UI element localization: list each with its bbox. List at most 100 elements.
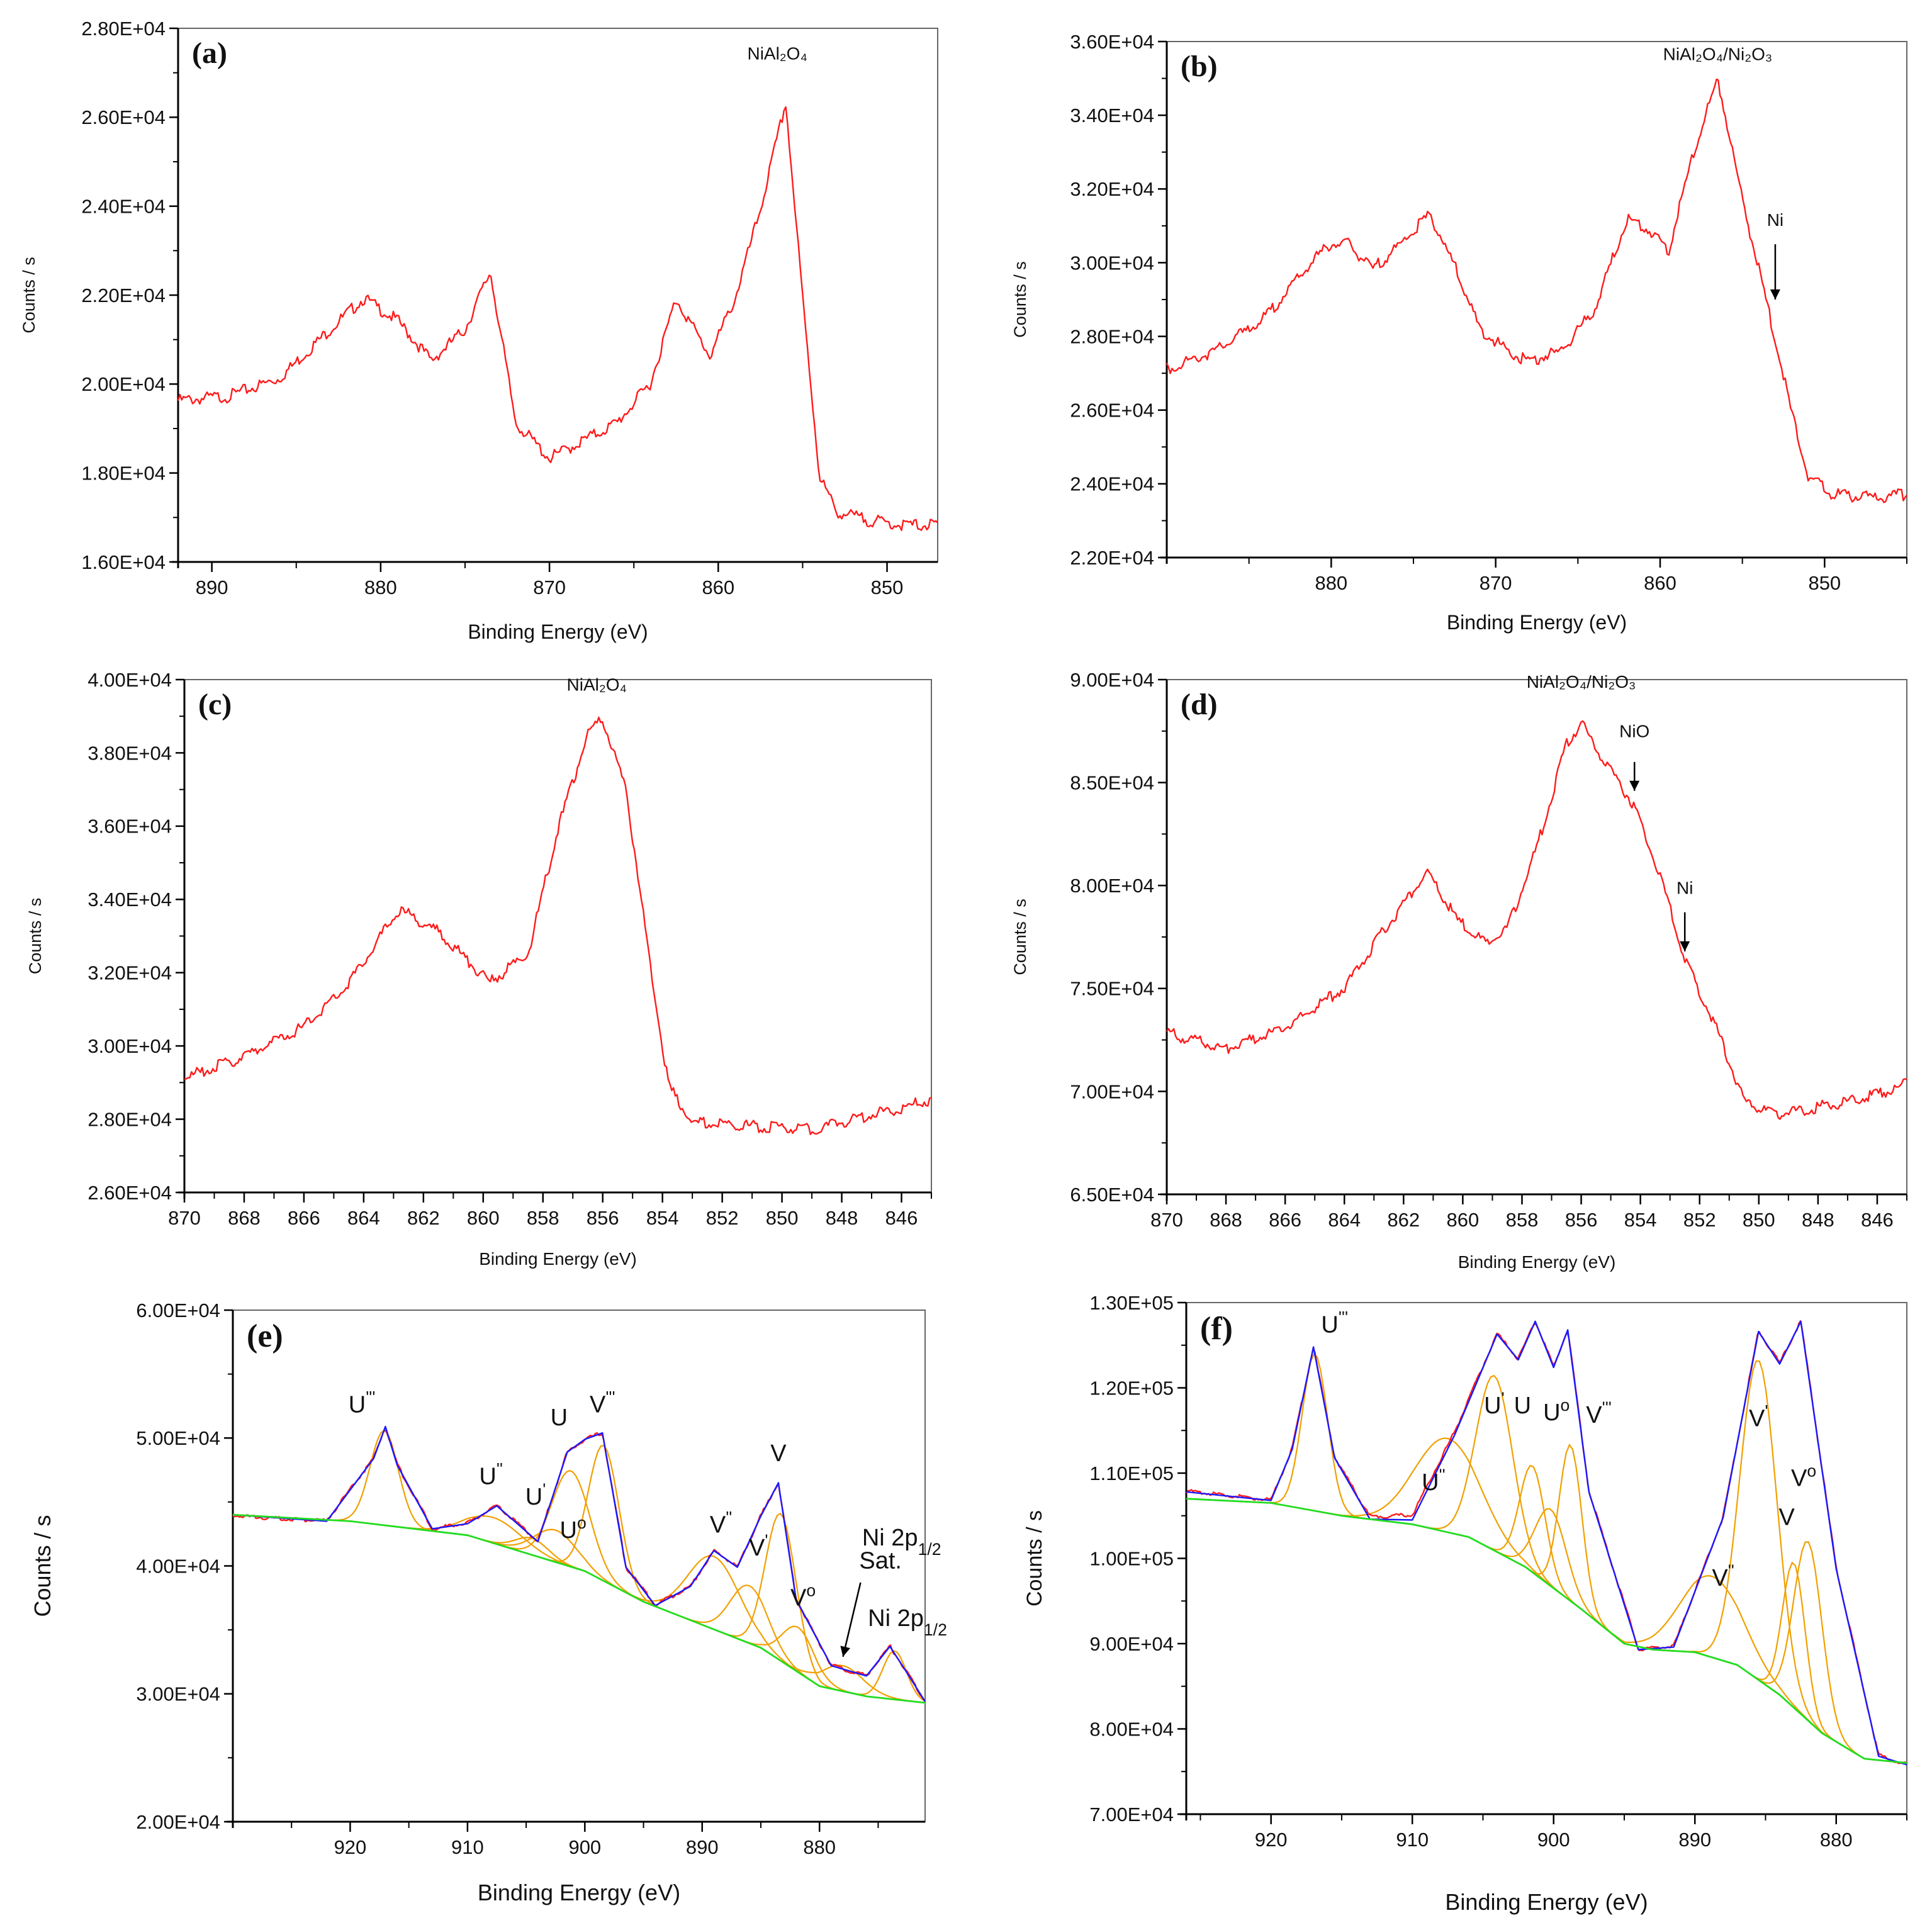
y-tick-label: 7.00E+04 [1070, 1080, 1154, 1102]
arrow-head [1680, 941, 1690, 951]
y-tick-label: 1.10E+05 [1089, 1462, 1174, 1484]
x-tick-label: 848 [1802, 1209, 1834, 1231]
x-tick-label: 852 [706, 1207, 739, 1229]
peak-annotation: V' [749, 1531, 768, 1561]
peak-annotation: Vo [790, 1581, 816, 1612]
component-peak [232, 1514, 926, 1704]
x-tick-label: 870 [1150, 1209, 1183, 1231]
x-tick-label: 856 [587, 1207, 619, 1229]
x-axis-title: Binding Energy (eV) [478, 1880, 680, 1905]
y-tick-label: 2.00E+04 [81, 373, 166, 395]
spectrum-line [177, 106, 938, 531]
x-tick-label: 910 [451, 1836, 484, 1858]
component-peak [1186, 1464, 1907, 1764]
x-tick-label: 862 [407, 1207, 440, 1229]
peak-annotation: V''' [1586, 1398, 1612, 1428]
spectrum-line [1186, 1320, 1907, 1764]
y-axis-title: Counts / s [1023, 1510, 1047, 1607]
x-tick-label: 910 [1396, 1829, 1429, 1851]
x-tick-label: 880 [803, 1836, 836, 1858]
y-axis-title: Counts / s [1011, 261, 1030, 338]
peak-annotation: U'' [479, 1459, 503, 1489]
x-tick-label: 846 [885, 1207, 918, 1229]
y-tick-label: 5.00E+04 [136, 1427, 220, 1449]
x-tick-label: 858 [1506, 1209, 1539, 1231]
peak-annotation: U [551, 1405, 568, 1431]
x-tick-label: 850 [1808, 572, 1841, 594]
plot-frame [1166, 41, 1907, 558]
spectrum-line [1166, 720, 1907, 1120]
peak-annotation: Uo [560, 1513, 587, 1544]
y-tick-label: 6.50E+04 [1070, 1184, 1154, 1206]
chart-panel-a: 1.60E+04 1.80E+04 2.00E+04 2.20E+04 2.40E+04… [20, 18, 938, 643]
x-tick-label: 880 [1820, 1829, 1853, 1851]
y-tick-label: 3.40E+04 [87, 889, 172, 911]
x-tick-label: 868 [1210, 1209, 1242, 1231]
x-tick-label: 846 [1861, 1209, 1894, 1231]
x-tick-label: 860 [1447, 1209, 1480, 1231]
x-tick-label: 920 [1255, 1829, 1288, 1851]
x-axis-title: Binding Energy (eV) [479, 1249, 637, 1269]
peak-annotation: NiAl₂O₄/Ni₂O₃ [1663, 44, 1773, 64]
component-peak [232, 1514, 926, 1704]
component-peak [232, 1469, 926, 1704]
x-tick-label: 890 [196, 576, 228, 598]
y-axis-title: Counts / s [20, 257, 38, 334]
arrow-shaft [842, 1582, 862, 1657]
y-tick-label: 3.20E+04 [87, 962, 172, 984]
component-peak [232, 1514, 926, 1702]
y-tick-label: 1.30E+05 [1089, 1292, 1174, 1314]
y-tick-label: 3.00E+04 [87, 1035, 172, 1057]
y-axis-title: Counts / s [1011, 899, 1030, 975]
spectrum-line [1165, 78, 1907, 503]
y-tick-label: 8.50E+04 [1070, 771, 1154, 794]
chart-panel-c: 2.60E+04 2.80E+04 3.00E+04 3.20E+04 3.40E+04… [26, 669, 932, 1269]
fit-envelope-line [1186, 1320, 1907, 1766]
component-peak [232, 1445, 926, 1704]
x-axis-title: Binding Energy (eV) [468, 620, 648, 643]
component-peak [232, 1514, 926, 1704]
y-tick-label: 4.00E+04 [136, 1555, 220, 1577]
component-peak [232, 1514, 926, 1704]
peak-annotation: V'' [710, 1508, 733, 1539]
panel-label: (c) [198, 688, 232, 721]
component-peak [1186, 1498, 1907, 1764]
peak-annotation: NiAl₂O₄ [567, 675, 627, 694]
y-tick-label: 6.00E+04 [136, 1299, 220, 1321]
peak-annotation: V''' [590, 1388, 615, 1418]
chart-panel-d: 6.50E+04 7.00E+04 7.50E+04 8.00E+04 8.50E+04… [1011, 669, 1907, 1272]
plot-frame [184, 679, 932, 1193]
component-peak [1186, 1498, 1907, 1764]
peak-annotation: U''' [349, 1388, 376, 1418]
chart-panel-b: 2.20E+04 2.40E+04 2.60E+04 2.80E+04 3.00E+04… [1011, 31, 1907, 634]
component-peak [1186, 1443, 1907, 1764]
peak-annotation: U [1514, 1393, 1531, 1419]
y-tick-label: 9.00E+04 [1070, 669, 1154, 691]
peak-annotation: Sat. [859, 1548, 902, 1574]
component-peak [232, 1514, 926, 1704]
component-peak [1186, 1498, 1907, 1764]
y-tick-label: 1.60E+04 [81, 551, 166, 573]
arrow-head [1629, 780, 1640, 791]
x-tick-label: 860 [467, 1207, 500, 1229]
x-axis-title: Binding Energy (eV) [1445, 1889, 1648, 1915]
y-tick-label: 2.40E+04 [81, 196, 166, 218]
x-tick-label: 870 [1480, 572, 1512, 594]
x-tick-label: 870 [533, 576, 566, 598]
component-peak [232, 1512, 926, 1704]
panel-label: (f) [1200, 1311, 1233, 1347]
x-tick-label: 868 [228, 1207, 261, 1229]
x-tick-label: 850 [871, 576, 904, 598]
x-tick-label: 852 [1683, 1209, 1716, 1231]
y-tick-label: 7.00E+04 [1089, 1803, 1174, 1825]
panel-label: (b) [1181, 50, 1218, 83]
x-tick-label: 880 [364, 576, 397, 598]
x-tick-label: 890 [1678, 1829, 1711, 1851]
y-tick-label: 3.60E+04 [1070, 31, 1154, 53]
x-tick-label: 920 [334, 1836, 367, 1858]
peak-annotation: NiO [1619, 722, 1649, 741]
component-peak [232, 1514, 926, 1704]
x-tick-label: 850 [1743, 1209, 1775, 1231]
y-tick-label: 8.00E+04 [1070, 875, 1154, 897]
